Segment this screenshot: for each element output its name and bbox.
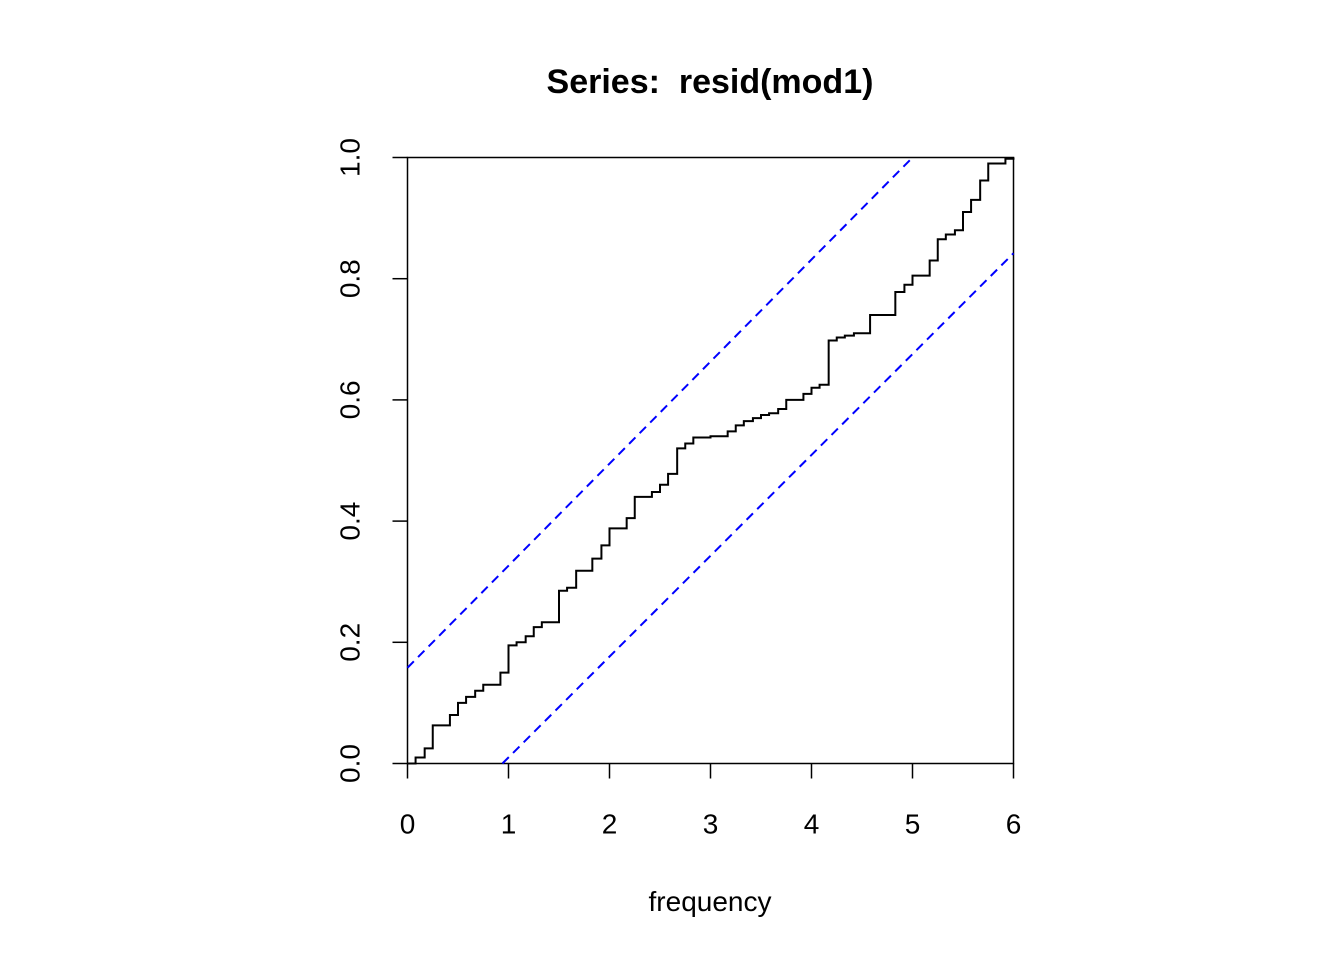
- plot-series: [406, 156, 1015, 765]
- y-tick-label: 0.4: [335, 502, 366, 541]
- x-tick-label: 3: [703, 809, 719, 840]
- y-tick-label: 0.6: [335, 380, 366, 419]
- y-tick-label: 0.8: [335, 259, 366, 298]
- y-tick-label: 1.0: [335, 138, 366, 177]
- x-tick-label: 2: [602, 809, 618, 840]
- y-tick-label: 0.2: [335, 623, 366, 662]
- cumulative-periodogram-line: [407, 157, 1015, 765]
- x-axis-title: frequency: [649, 886, 772, 917]
- chart-title: Series: resid(mod1): [547, 63, 874, 101]
- x-tick-label: 1: [501, 809, 517, 840]
- x-tick-label: 6: [1006, 809, 1022, 840]
- x-tick-label: 0: [400, 809, 416, 840]
- plot-frame: [406, 156, 1015, 765]
- confidence-bound-line: [406, 156, 914, 669]
- y-axis: 0.0 0.2 0.4 0.6 0.8 1.0: [335, 138, 408, 783]
- x-tick-label: 4: [804, 809, 820, 840]
- y-tick-label: 0.0: [335, 744, 366, 783]
- x-tick-label: 5: [905, 809, 921, 840]
- confidence-bound-line: [501, 252, 1015, 765]
- x-axis: 0 1 2 3 4 5 6: [400, 763, 1022, 840]
